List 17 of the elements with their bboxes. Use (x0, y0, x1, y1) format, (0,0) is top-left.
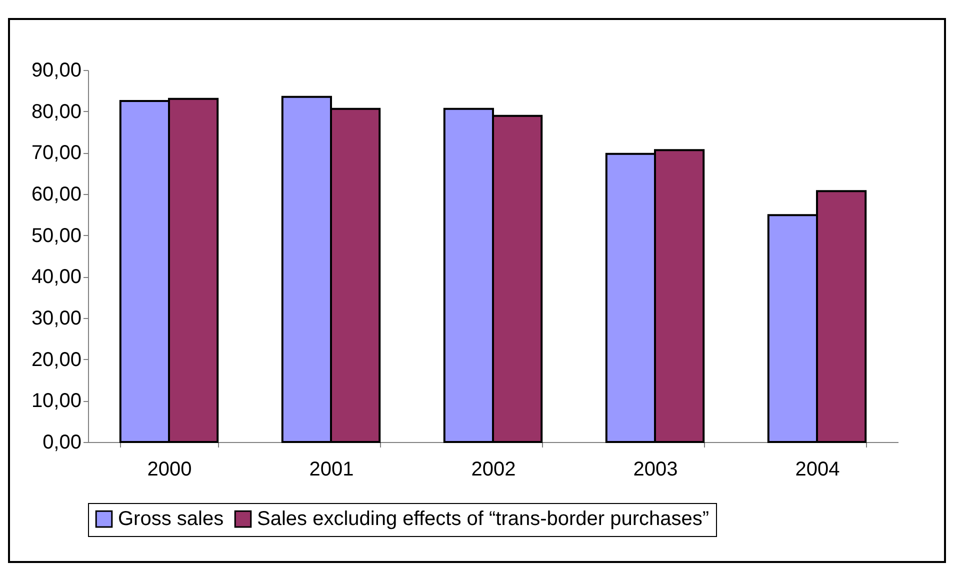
y-tick-label: 80,00 (31, 100, 82, 123)
y-tick-label: 60,00 (31, 184, 82, 206)
y-tick-label: 30,00 (31, 308, 82, 330)
x-tick-label: 2002 (471, 458, 516, 480)
y-tick-label: 90,00 (31, 60, 82, 82)
y-tick-label: 50,00 (31, 224, 82, 247)
y-tick-label: 20,00 (31, 348, 82, 371)
x-tick-label: 2004 (795, 458, 840, 480)
legend-label: Gross sales (118, 508, 224, 530)
x-tick-label: 2003 (633, 458, 678, 480)
y-tick-label: 40,00 (31, 266, 82, 288)
y-tick-label: 70,00 (31, 142, 82, 164)
x-tick-label: 2000 (147, 458, 192, 480)
y-tick-label: 10,00 (31, 390, 82, 412)
y-tick-label: 0,00 (42, 432, 82, 454)
x-tick-label: 2001 (309, 458, 354, 480)
legend-label: Sales excluding effects of “trans-border purchases” (257, 508, 710, 530)
